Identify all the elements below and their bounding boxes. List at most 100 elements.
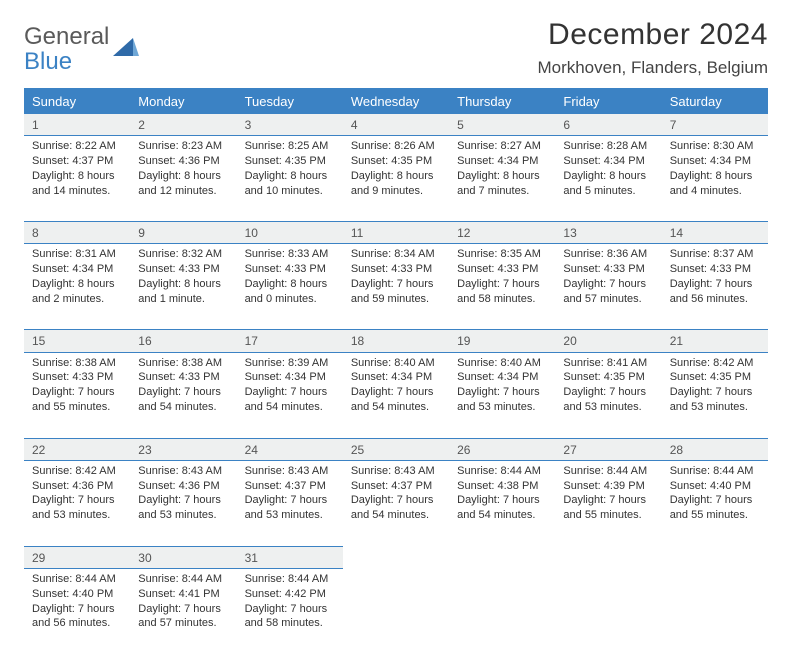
sunset-line: Sunset: 4:33 PM: [32, 370, 122, 385]
weekday-header: Sunday: [24, 88, 130, 114]
daylight-line-1: Daylight: 7 hours: [32, 493, 122, 508]
sunrise-line: Sunrise: 8:32 AM: [138, 247, 228, 262]
sunrise-line: Sunrise: 8:27 AM: [457, 139, 547, 154]
day-number-cell: 22: [24, 438, 130, 460]
sunrise-line: Sunrise: 8:31 AM: [32, 247, 122, 262]
day-cell: Sunrise: 8:33 AMSunset: 4:33 PMDaylight:…: [237, 244, 343, 330]
sunrise-line: Sunrise: 8:40 AM: [457, 356, 547, 371]
day-number-cell: [449, 546, 555, 568]
day-number-cell: [343, 546, 449, 568]
daylight-line-2: and 7 minutes.: [457, 184, 547, 199]
day-number-cell: 13: [555, 222, 661, 244]
day-number-cell: 28: [662, 438, 768, 460]
day-number-cell: 12: [449, 222, 555, 244]
sunset-line: Sunset: 4:36 PM: [138, 479, 228, 494]
day-number-cell: 29: [24, 546, 130, 568]
day-cell: [555, 568, 661, 654]
sunrise-line: Sunrise: 8:44 AM: [32, 572, 122, 587]
day-cell: Sunrise: 8:22 AMSunset: 4:37 PMDaylight:…: [24, 136, 130, 222]
sunset-line: Sunset: 4:33 PM: [457, 262, 547, 277]
daylight-line-1: Daylight: 8 hours: [138, 169, 228, 184]
daylight-line-1: Daylight: 8 hours: [245, 169, 335, 184]
sunset-line: Sunset: 4:34 PM: [457, 154, 547, 169]
calendar-table: Sunday Monday Tuesday Wednesday Thursday…: [24, 88, 768, 654]
day-number-cell: 23: [130, 438, 236, 460]
daylight-line-1: Daylight: 7 hours: [138, 493, 228, 508]
daylight-line-1: Daylight: 8 hours: [457, 169, 547, 184]
day-number-cell: 4: [343, 114, 449, 136]
daylight-line-2: and 55 minutes.: [563, 508, 653, 523]
day-cell: Sunrise: 8:35 AMSunset: 4:33 PMDaylight:…: [449, 244, 555, 330]
brand-triangle-icon: [113, 36, 139, 60]
day-number-cell: 21: [662, 330, 768, 352]
sunrise-line: Sunrise: 8:44 AM: [245, 572, 335, 587]
brand-line1: General: [24, 24, 109, 49]
daylight-line-2: and 59 minutes.: [351, 292, 441, 307]
daylight-line-1: Daylight: 7 hours: [457, 277, 547, 292]
day-content-row: Sunrise: 8:38 AMSunset: 4:33 PM Daylight:…: [24, 352, 768, 438]
weekday-header: Saturday: [662, 88, 768, 114]
daylight-line-2: and 5 minutes.: [563, 184, 653, 199]
daylight-line-1: Daylight: 7 hours: [138, 385, 228, 400]
weekday-header: Friday: [555, 88, 661, 114]
sunrise-line: Sunrise: 8:42 AM: [32, 464, 122, 479]
daylight-line-1: Daylight: 7 hours: [670, 277, 760, 292]
sunrise-line: Sunrise: 8:35 AM: [457, 247, 547, 262]
sunset-line: Sunset: 4:34 PM: [563, 154, 653, 169]
day-number-cell: 15: [24, 330, 130, 352]
day-cell: Sunrise: 8:44 AMSunset: 4:41 PMDaylight:…: [130, 568, 236, 654]
daylight-line-2: and 53 minutes.: [670, 400, 760, 415]
day-number-cell: 11: [343, 222, 449, 244]
daylight-line-2: and 54 minutes.: [138, 400, 228, 415]
weekday-header: Thursday: [449, 88, 555, 114]
sunset-line: Sunset: 4:37 PM: [245, 479, 335, 494]
day-content-row: Sunrise: 8:22 AMSunset: 4:37 PMDaylight:…: [24, 136, 768, 222]
day-number-cell: 20: [555, 330, 661, 352]
daylight-line-1: Daylight: 7 hours: [351, 493, 441, 508]
daylight-line-1: Daylight: 7 hours: [457, 493, 547, 508]
day-number-cell: 25: [343, 438, 449, 460]
day-number-cell: 5: [449, 114, 555, 136]
day-number-cell: 2: [130, 114, 236, 136]
day-number-cell: 30: [130, 546, 236, 568]
daylight-line-1: Daylight: 8 hours: [670, 169, 760, 184]
day-cell: Sunrise: 8:44 AMSunset: 4:40 PMDaylight:…: [24, 568, 130, 654]
daylight-line-1: Daylight: 8 hours: [138, 277, 228, 292]
daylight-line-2: and 0 minutes.: [245, 292, 335, 307]
sunrise-line: Sunrise: 8:41 AM: [563, 356, 653, 371]
day-number-cell: 18: [343, 330, 449, 352]
daylight-line-2: and 4 minutes.: [670, 184, 760, 199]
day-number-cell: 9: [130, 222, 236, 244]
daylight-line-2: and 12 minutes.: [138, 184, 228, 199]
daylight-line-2: and 54 minutes.: [245, 400, 335, 415]
daylight-line-2: and 58 minutes.: [245, 616, 335, 631]
day-cell: Sunrise: 8:38 AMSunset: 4:33 PMDaylight:…: [24, 352, 130, 438]
day-number-cell: 6: [555, 114, 661, 136]
daylight-line-1: Daylight: 8 hours: [32, 277, 122, 292]
daylight-line-2: and 55 minutes.: [32, 400, 122, 415]
day-number-cell: 3: [237, 114, 343, 136]
day-number-cell: 10: [237, 222, 343, 244]
sunrise-line: Sunrise: 8:40 AM: [351, 356, 441, 371]
day-cell: [662, 568, 768, 654]
day-cell: Sunrise: 8:37 AMSunset: 4:33 PMDaylight:…: [662, 244, 768, 330]
sunset-line: Sunset: 4:34 PM: [32, 262, 122, 277]
day-cell: Sunrise: 8:41 AMSunset: 4:35 PMDaylight:…: [555, 352, 661, 438]
daylight-line-2: and 53 minutes.: [245, 508, 335, 523]
daylight-line-2: and 57 minutes.: [138, 616, 228, 631]
daylight-line-1: Daylight: 7 hours: [670, 385, 760, 400]
daylight-line-2: and 1 minute.: [138, 292, 228, 307]
sunset-line: Sunset: 4:33 PM: [351, 262, 441, 277]
sunrise-line: Sunrise: 8:38 AM: [32, 356, 122, 371]
sunrise-line: Sunrise: 8:28 AM: [563, 139, 653, 154]
day-number-cell: [662, 546, 768, 568]
sunrise-line: Sunrise: 8:43 AM: [245, 464, 335, 479]
day-number-cell: 26: [449, 438, 555, 460]
daylight-line-1: Daylight: 8 hours: [245, 277, 335, 292]
day-number-cell: 24: [237, 438, 343, 460]
day-cell: Sunrise: 8:25 AMSunset: 4:35 PMDaylight:…: [237, 136, 343, 222]
sunset-line: Sunset: 4:41 PM: [138, 587, 228, 602]
sunrise-line: Sunrise: 8:43 AM: [351, 464, 441, 479]
sunset-line: Sunset: 4:40 PM: [670, 479, 760, 494]
daylight-line-1: Daylight: 7 hours: [563, 493, 653, 508]
